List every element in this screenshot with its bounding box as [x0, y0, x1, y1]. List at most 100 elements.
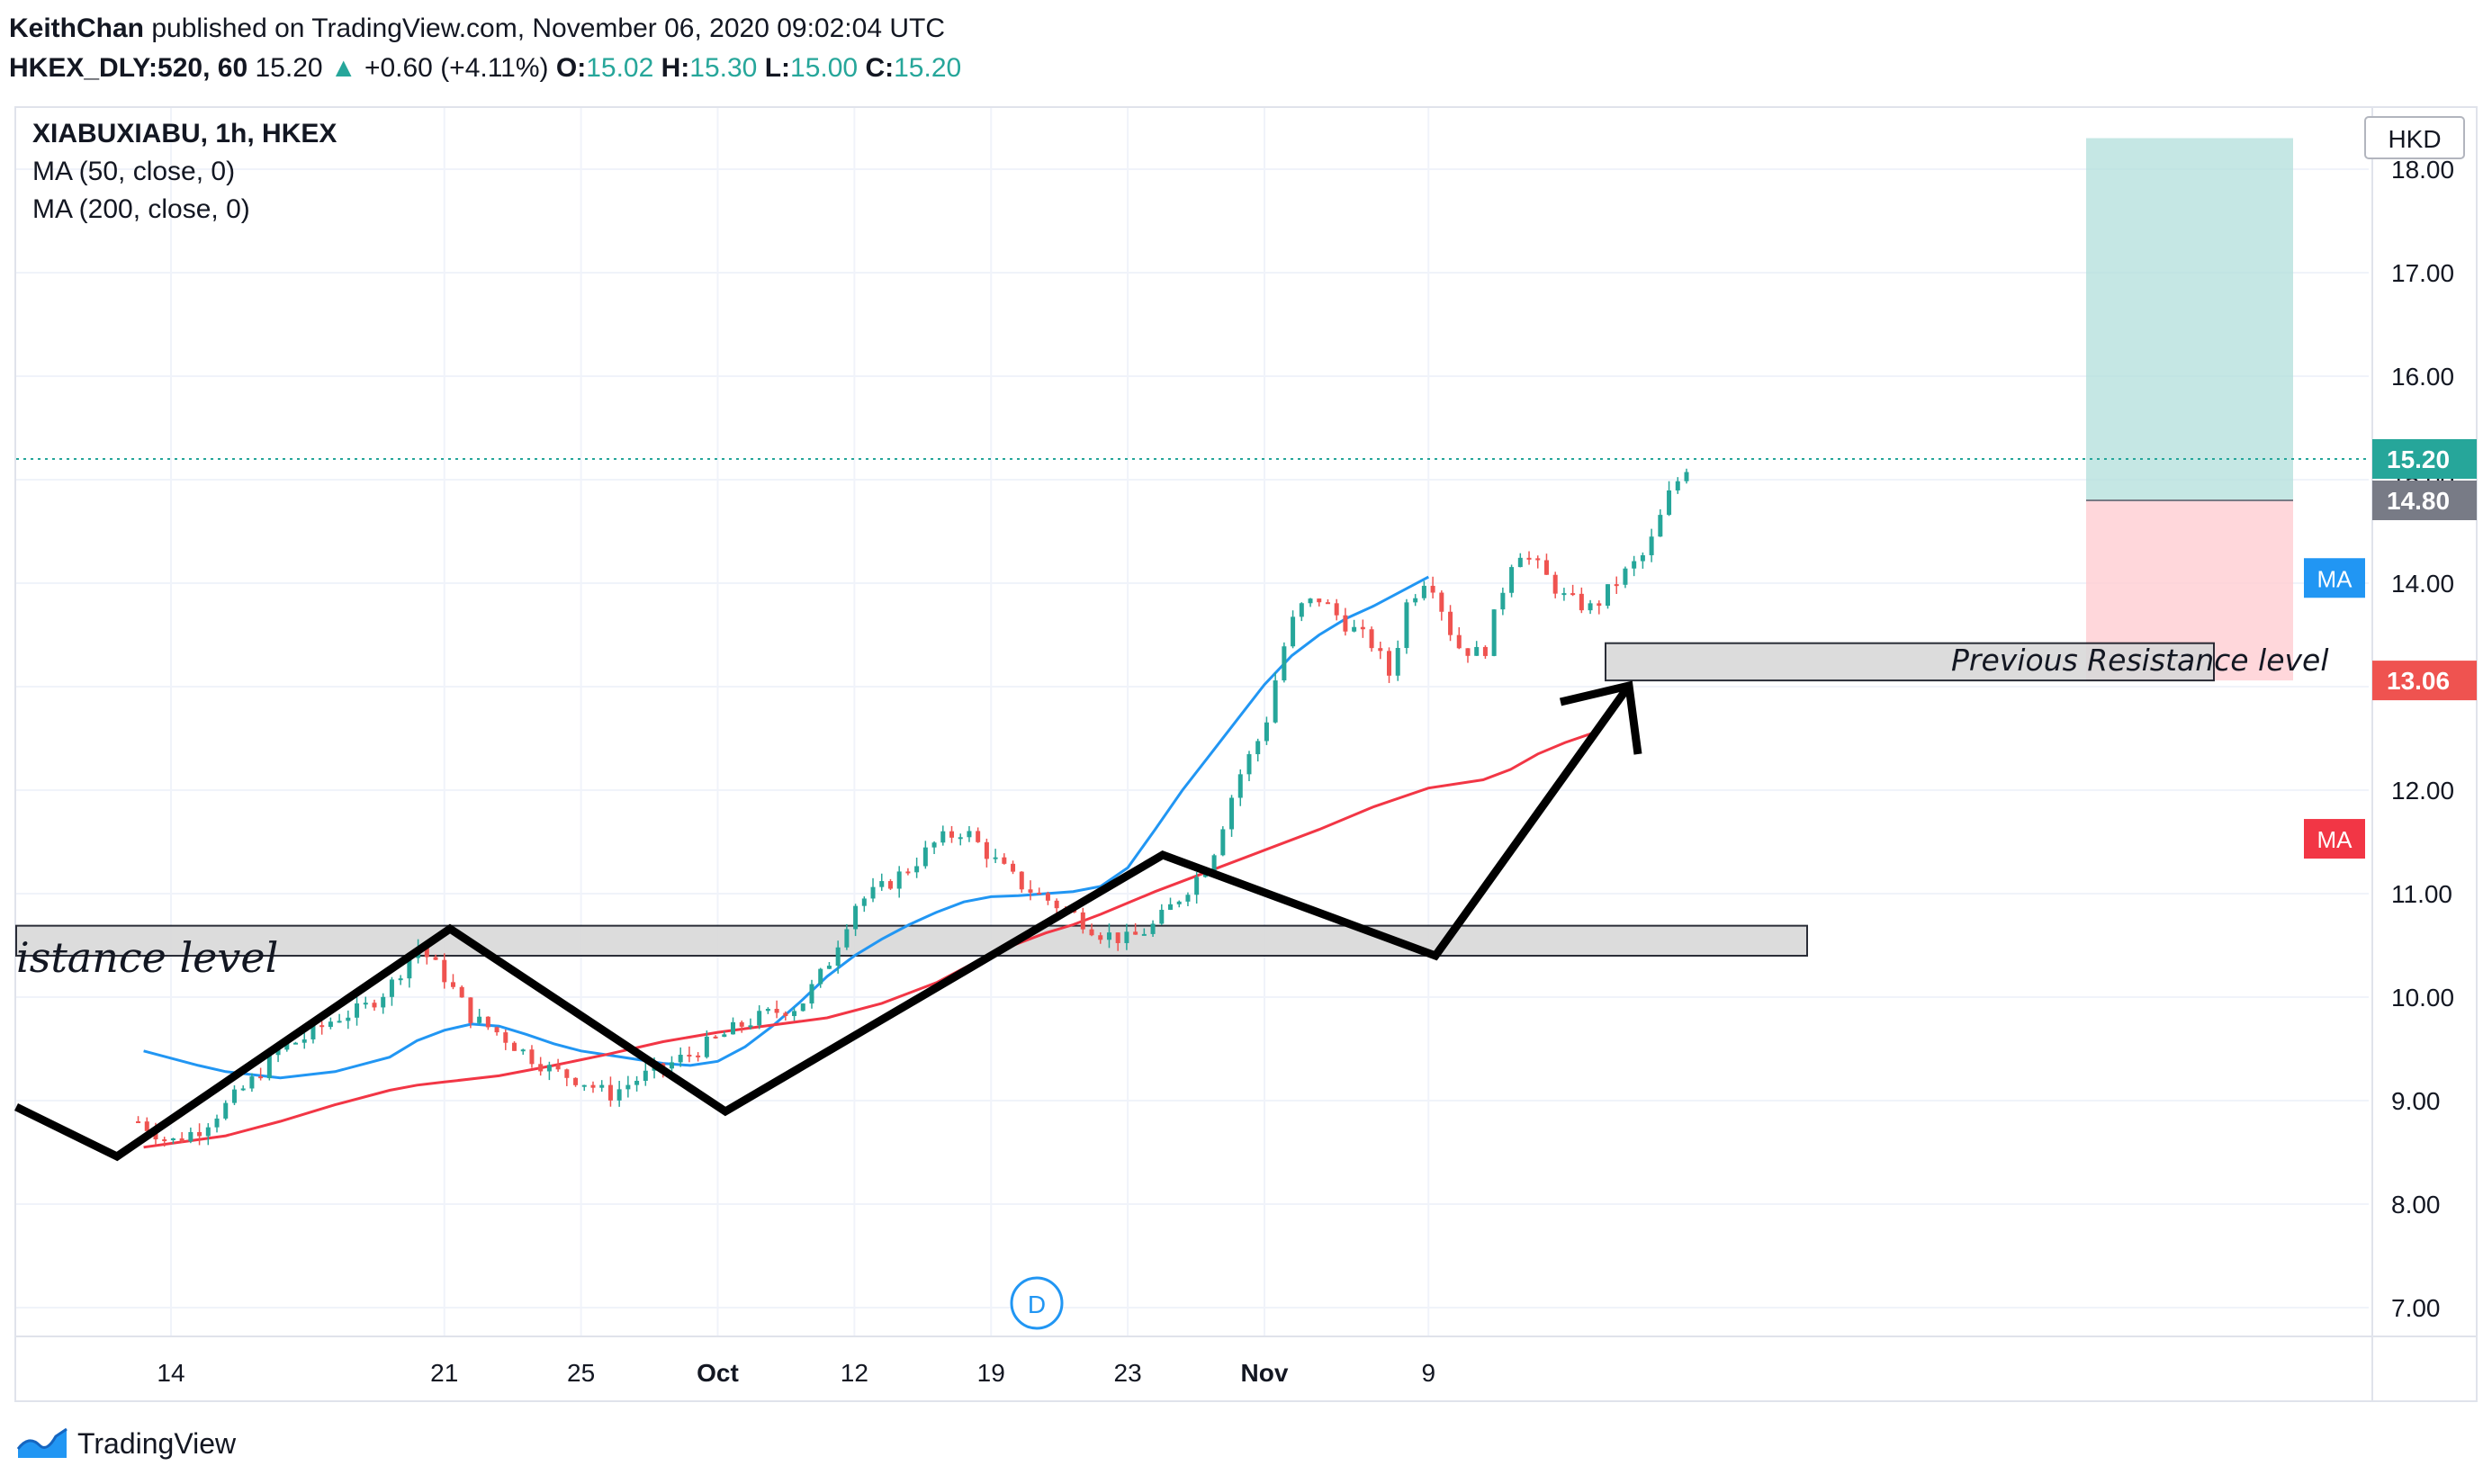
candle-body: [1019, 871, 1024, 890]
candle-body: [722, 1034, 727, 1038]
candle-body: [1202, 874, 1208, 877]
candle-body: [407, 958, 412, 979]
candle-body: [337, 1021, 342, 1023]
candle-body: [1054, 900, 1059, 909]
footer: TradingView: [16, 1420, 236, 1467]
candle-body: [1378, 648, 1383, 652]
candle-body: [1543, 560, 1549, 575]
ma-badge: [2304, 819, 2365, 859]
axes: 7.008.009.0010.0011.0012.0013.0014.0015.…: [16, 108, 2477, 1400]
chart-pane[interactable]: [14, 106, 2478, 1402]
candle-body: [1124, 931, 1129, 943]
candle-body: [861, 898, 867, 906]
candle-body: [826, 966, 832, 969]
candle-body: [503, 1032, 508, 1043]
candle-body: [599, 1084, 605, 1088]
candle-body: [520, 1049, 526, 1052]
ma200-line: [143, 732, 1593, 1149]
legend-ma50[interactable]: MA (50, close, 0): [32, 157, 236, 186]
price-tick-label: 14.00: [2391, 570, 2454, 598]
candle-body: [1168, 904, 1174, 910]
candle-body: [372, 1003, 377, 1008]
candle-body: [153, 1130, 158, 1140]
candle-body: [887, 881, 893, 889]
candle-body: [1176, 901, 1182, 904]
price-label-text: 13.06: [2387, 667, 2450, 695]
candle-body: [1500, 592, 1506, 610]
resistance-boxes: [15, 642, 2215, 958]
candle-body: [310, 1025, 316, 1039]
footer-brand[interactable]: TradingView: [77, 1426, 237, 1460]
candle-body: [258, 1076, 264, 1079]
high-label: H:: [661, 53, 690, 83]
ma-badge: [2304, 558, 2365, 598]
author-name[interactable]: KeithChan: [9, 13, 144, 43]
candle-body: [266, 1055, 272, 1079]
candle-body: [1413, 598, 1418, 603]
candle-body: [818, 968, 823, 985]
candle-body: [231, 1089, 237, 1103]
candle-body: [1194, 877, 1200, 895]
price-label-box: [2372, 481, 2477, 520]
time-tick-label: Oct: [697, 1359, 739, 1387]
candle-body: [538, 1064, 544, 1072]
candle-body: [687, 1055, 692, 1057]
tradingview-logo-icon[interactable]: [16, 1426, 68, 1462]
currency-badge: [2364, 116, 2465, 159]
candle-body: [1369, 629, 1374, 649]
price-tick-label: 9.00: [2391, 1087, 2441, 1115]
legend-symbol[interactable]: XIABUXIABU, 1h, HKEX: [32, 119, 337, 148]
ma-badge-label: MA: [2317, 826, 2353, 853]
candle-body: [1229, 797, 1235, 830]
candle-body: [240, 1088, 246, 1091]
candle-body: [398, 978, 403, 981]
candle-body: [607, 1084, 613, 1101]
time-tick-label: Nov: [1241, 1359, 1289, 1387]
candle-body: [319, 1025, 325, 1028]
candle-body: [1675, 481, 1680, 490]
candle-body: [581, 1084, 587, 1087]
candle-body: [442, 959, 447, 983]
candle-body: [1360, 626, 1365, 630]
candle-body: [1237, 774, 1243, 798]
candle-body: [494, 1027, 499, 1033]
time-tick-label: 9: [1421, 1359, 1435, 1387]
open-value: 15.02: [586, 53, 654, 83]
symbol-line: HKEX_DLY:520, 60 15.20 ▲ +0.60 (+4.11%) …: [9, 49, 961, 88]
candle-body: [1439, 592, 1444, 612]
candle-body: [1352, 626, 1357, 632]
candle-body: [696, 1055, 701, 1057]
candle-body: [564, 1069, 570, 1078]
open-label: O:: [555, 53, 587, 83]
candle-body: [940, 831, 946, 843]
publication-header: KeithChan published on TradingView.com, …: [9, 9, 961, 88]
price-tick-label: 10.00: [2391, 984, 2454, 1012]
candle-body: [1264, 722, 1269, 742]
candle-body: [1211, 855, 1217, 875]
candle-body: [546, 1065, 552, 1072]
zigzag-line: [14, 683, 1633, 1162]
candle-body: [1255, 741, 1261, 755]
candle-body: [879, 881, 885, 887]
candle-body: [1299, 603, 1304, 617]
price-tick-label: 12.00: [2391, 777, 2454, 805]
candle-body: [1526, 557, 1532, 560]
chart-legend: XIABUXIABU, 1h, HKEX MA (50, close, 0) M…: [32, 115, 337, 229]
candle-body: [809, 984, 814, 1004]
candle-body: [1623, 568, 1628, 585]
legend-ma200[interactable]: MA (200, close, 0): [32, 194, 250, 224]
candle-body: [731, 1021, 736, 1035]
candle-body: [389, 979, 394, 997]
candle-body: [1649, 536, 1654, 555]
candle-body: [485, 1016, 490, 1028]
zigzag-drawing: [14, 680, 1642, 1162]
candle-body: [1150, 923, 1156, 934]
candle-body: [1011, 863, 1016, 872]
candle-body: [1325, 602, 1330, 605]
candle-body: [835, 947, 841, 967]
candle-body: [1317, 598, 1322, 603]
candle-body: [1667, 490, 1672, 516]
candle-body: [1509, 567, 1515, 593]
candle-body: [914, 866, 920, 873]
